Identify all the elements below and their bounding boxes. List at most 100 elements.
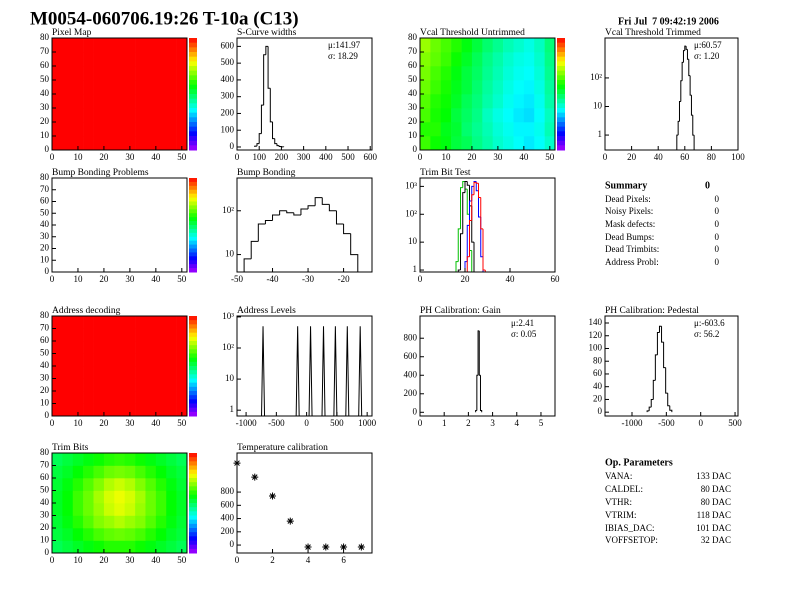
color-bar (189, 544, 197, 550)
summary-value: 0 (715, 232, 720, 242)
stats-text: μ:2.41 (511, 318, 534, 328)
summary-value: 0 (715, 257, 720, 267)
heatmap-cell (523, 66, 535, 81)
heatmap-cell (83, 515, 94, 529)
histogram-bin (471, 194, 474, 221)
heatmap-cell (492, 38, 504, 53)
stats-box (692, 39, 737, 65)
heatmap-cell (145, 94, 157, 109)
histogram-bin (276, 143, 280, 147)
heatmap-cell (72, 341, 84, 354)
y-tick-label: 80 (40, 172, 50, 182)
heatmap-cell (145, 378, 157, 392)
color-bar (189, 374, 197, 379)
color-bar (189, 221, 197, 226)
heatmap-cell (155, 465, 167, 479)
color-bar (189, 66, 197, 72)
heatmap-cell (513, 38, 525, 53)
heatmap-cell (93, 353, 105, 367)
heatmap-cell (114, 122, 125, 137)
summary-label: Dead Trimbits: (605, 244, 659, 254)
heatmap-cell (103, 353, 115, 367)
y-tick-label: 30 (40, 102, 50, 112)
heatmap-cell (544, 94, 556, 109)
x-tick-label: 40 (151, 274, 161, 284)
heatmap-cell (135, 478, 146, 491)
heatmap-cell (482, 52, 493, 67)
heatmap-cell (114, 453, 125, 466)
heatmap-cell (62, 316, 74, 329)
heatmap-cell (124, 465, 136, 479)
y-tick-label: 50 (40, 207, 50, 217)
heatmap-cell (145, 366, 157, 379)
x-tick-label: 80 (707, 152, 717, 162)
x-tick-label: 1000 (358, 418, 377, 428)
y-tick-label: 40 (40, 88, 50, 98)
heatmap-cell (124, 66, 136, 81)
heatmap-cell (544, 108, 556, 123)
heatmap-cell (93, 366, 105, 379)
chart-title: PH Calibration: Pedestal (605, 306, 699, 316)
y-tick-label: 60 (40, 196, 50, 206)
heatmap-cell (420, 136, 431, 151)
heatmap-cell (83, 503, 94, 516)
color-bar (189, 482, 197, 487)
color-bar (189, 197, 197, 202)
color-bar (189, 140, 197, 146)
heatmap-cell (72, 80, 84, 95)
heatmap-cell (52, 341, 63, 354)
histogram-bin (328, 204, 337, 212)
heatmap-cell (471, 52, 483, 67)
parameter-label: CALDEL: (605, 484, 643, 494)
y-tick-label: 0 (45, 547, 50, 557)
y-tick-label: 80 (40, 447, 50, 457)
x-tick-label: 50 (177, 555, 187, 565)
heatmap-cell (166, 341, 177, 354)
x-tick-label: 30 (125, 418, 135, 428)
color-bar (189, 503, 197, 508)
heatmap-cell (114, 465, 125, 479)
color-bar (557, 94, 565, 100)
y-tick-label: 20 (40, 522, 50, 532)
x-tick-label: 0 (50, 152, 55, 162)
y-tick-label: 20 (408, 116, 418, 126)
heatmap-cell (166, 52, 177, 67)
y-tick-label: 70 (40, 46, 50, 56)
heatmap-cell (124, 478, 136, 491)
chart-title: S-Curve widths (237, 28, 297, 38)
y-tick-label: 50 (408, 74, 418, 84)
histogram-bin (478, 190, 481, 218)
histogram-bin (665, 367, 668, 394)
heatmap-cell (135, 528, 146, 541)
x-tick-label: 500 (330, 418, 344, 428)
color-bar (189, 515, 197, 521)
histogram-bin (648, 406, 652, 411)
heatmap-cell (440, 66, 452, 81)
heatmap-cell (103, 52, 115, 67)
color-bar (557, 47, 565, 53)
heatmap-cell (103, 66, 115, 81)
heatmap-cell (62, 66, 74, 81)
x-tick-label: 40 (151, 418, 161, 428)
heatmap-cell (145, 316, 157, 329)
heatmap-cell (124, 528, 136, 541)
histogram-bin (460, 233, 463, 271)
heatmap-cell (166, 108, 177, 123)
heatmap-cell (124, 403, 136, 417)
y-tick-label: 70 (40, 323, 50, 333)
heatmap-cell (124, 453, 136, 466)
x-tick-label: -1000 (621, 418, 642, 428)
heatmap-cell (93, 515, 105, 529)
color-bar (557, 52, 565, 58)
histogram-bin (455, 261, 459, 272)
heatmap-cell (83, 490, 94, 504)
color-bar (189, 357, 197, 363)
heatmap-cell (166, 366, 177, 379)
heatmap-cell (176, 136, 188, 151)
y-tick-label: 10 (40, 130, 50, 140)
heatmap-cell (440, 94, 452, 109)
heatmap-cell (523, 108, 535, 123)
summary-value: 0 (715, 244, 720, 254)
heatmap-cell (544, 122, 556, 137)
color-bar (189, 193, 197, 199)
